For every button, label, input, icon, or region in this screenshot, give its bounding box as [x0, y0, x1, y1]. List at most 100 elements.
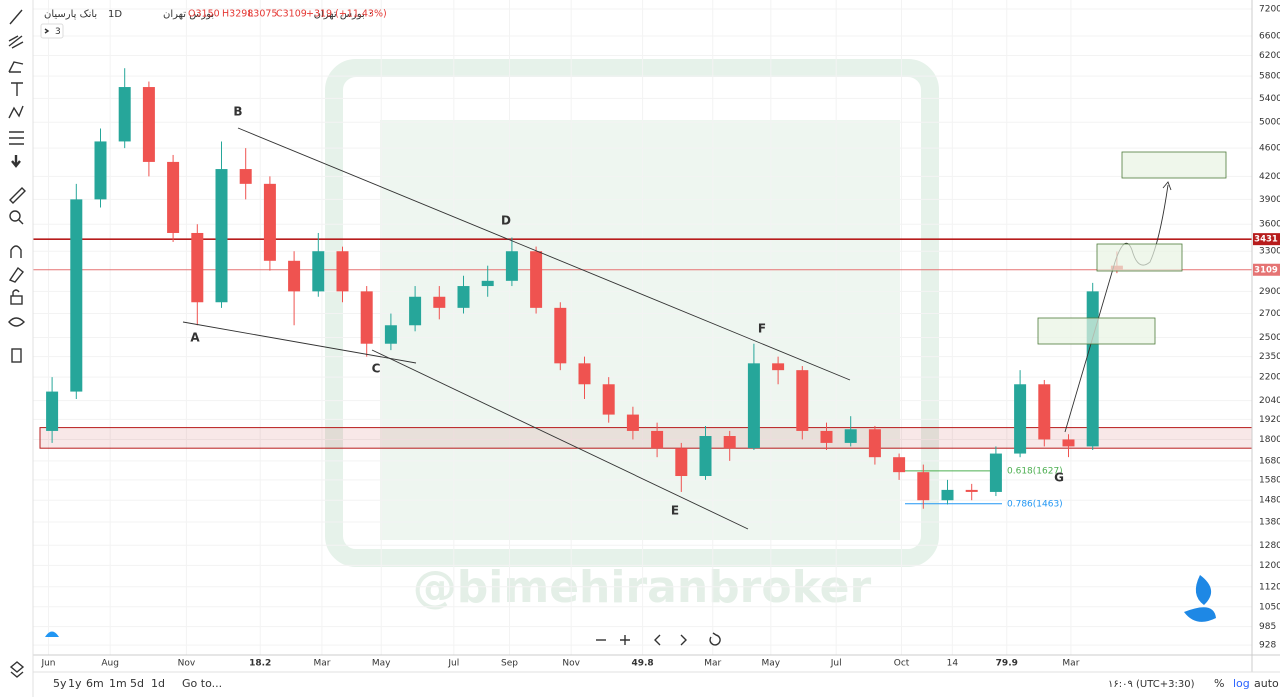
navigation [596, 632, 721, 646]
symbol: بورس تهران [314, 9, 365, 20]
wave-labels: A B C D E F G [190, 105, 1064, 518]
reset[interactable] [709, 632, 721, 646]
candle-body [457, 286, 470, 308]
tool-prediction[interactable] [9, 131, 24, 145]
tool-eye[interactable] [8, 317, 25, 327]
y-tick-label: 2500 [1259, 333, 1280, 343]
x-tick-label: Jul [830, 659, 842, 669]
candle-body [70, 199, 83, 392]
separator: · [369, 9, 372, 20]
ohlc-low: L3075 [248, 9, 277, 20]
candle-body [409, 296, 422, 326]
y-tick-label: 1200 [1259, 561, 1280, 571]
candle-body [1038, 384, 1051, 440]
range-button[interactable]: 5d [130, 677, 144, 690]
target-boxes [1037, 151, 1227, 345]
candle-body [844, 429, 857, 443]
candle-body [433, 296, 446, 308]
plot: 0.618(1627) 0.786(1463) [33, 0, 1253, 655]
tool-fib[interactable] [8, 35, 24, 49]
range-button[interactable]: 6m [86, 677, 104, 690]
candle-body [94, 141, 107, 200]
x-tick-label: Mar [1062, 659, 1079, 669]
indicator-count[interactable]: 3 [55, 27, 61, 37]
symbol-name: بانک پارسیان [44, 9, 97, 20]
range-button[interactable]: 5y [53, 677, 67, 690]
price-badge [1253, 233, 1280, 246]
candle-body [941, 489, 954, 501]
y-tick-label: 1480 [1259, 496, 1280, 506]
auto-toggle[interactable]: auto [1254, 677, 1279, 690]
y-tick-label: 2900 [1259, 287, 1280, 297]
price-badge-label: 3431 [1254, 235, 1278, 245]
x-tick-label: May [762, 659, 781, 669]
x-tick-label: Sep [501, 659, 518, 669]
range-button[interactable]: 1y [68, 677, 82, 690]
candle-body [360, 291, 373, 344]
broker-logo [1184, 575, 1216, 622]
tool-brush[interactable] [8, 61, 24, 73]
tool-lock-draw[interactable] [8, 266, 24, 283]
ohlc-high: H3298 [222, 9, 253, 20]
y-tick-label: 7200 [1259, 5, 1280, 15]
y-tick-label: 1920 [1259, 415, 1280, 425]
log-toggle[interactable]: log [1233, 677, 1250, 690]
wave-label: F [758, 322, 766, 336]
y-tick-label: 1800 [1259, 435, 1280, 445]
x-tick-label: Nov [178, 659, 196, 669]
price-badge [1253, 263, 1280, 276]
y-tick-label: 2200 [1259, 373, 1280, 383]
candle-body [820, 430, 833, 443]
tool-cursor[interactable] [11, 155, 21, 168]
y-tick-label: 1050 [1259, 602, 1280, 612]
y-tick-label: 2350 [1259, 352, 1280, 362]
y-tick-label: 6200 [1259, 51, 1280, 61]
y-tick-label: 1280 [1259, 541, 1280, 551]
y-tick-label: 1380 [1259, 517, 1280, 527]
tool-trash[interactable] [11, 348, 22, 363]
tool-line[interactable] [9, 9, 23, 25]
x-tick-label: 14 [947, 659, 959, 669]
candle-body [118, 87, 131, 142]
tool-layers[interactable] [9, 661, 25, 678]
tool-zoom[interactable] [9, 210, 21, 222]
y-tick-label: 1680 [1259, 456, 1280, 466]
percent-toggle[interactable]: % [1214, 677, 1224, 690]
x-tick-label: Aug [101, 659, 119, 669]
candle-body [989, 453, 1002, 492]
trend-line [237, 127, 851, 381]
candle-body [384, 325, 397, 344]
tool-text[interactable] [11, 82, 23, 96]
candle-body [747, 363, 760, 449]
y-tick-label: 3900 [1259, 195, 1280, 205]
y-tick-label: 1580 [1259, 475, 1280, 485]
tool-ruler[interactable] [9, 187, 26, 204]
tool-pattern[interactable] [8, 105, 24, 119]
scroll-left[interactable] [654, 634, 661, 646]
y-tick-label: 5800 [1259, 72, 1280, 82]
x-tick-label: 49.8 [631, 659, 653, 669]
scroll-right[interactable] [680, 634, 687, 646]
wave-label: G [1054, 471, 1064, 485]
candle-body [215, 169, 228, 303]
tool-zoom-handle [18, 219, 24, 225]
x-tick-label: 18.2 [249, 659, 271, 669]
range-button[interactable]: 1m [109, 677, 127, 690]
zoom-in[interactable] [620, 635, 630, 645]
tool-magnet[interactable] [10, 245, 22, 258]
range-button[interactable]: 1d [151, 677, 165, 690]
ohlc-change: +319 (+11.43%) [306, 9, 387, 20]
target-box [1037, 317, 1156, 345]
ohlc-open: O3150 [188, 9, 220, 20]
candle-body [1086, 291, 1099, 447]
header-legend: بورس تهران · [314, 9, 372, 20]
goto[interactable]: Go to... [182, 677, 222, 690]
candle-body [868, 429, 881, 458]
tool-lock-shackle [12, 289, 20, 296]
tool-lock[interactable] [10, 295, 23, 305]
x-tick-label: 79.9 [996, 659, 1018, 669]
indicator-toggle[interactable] [40, 23, 64, 39]
y-tick-label: 4200 [1259, 172, 1280, 182]
